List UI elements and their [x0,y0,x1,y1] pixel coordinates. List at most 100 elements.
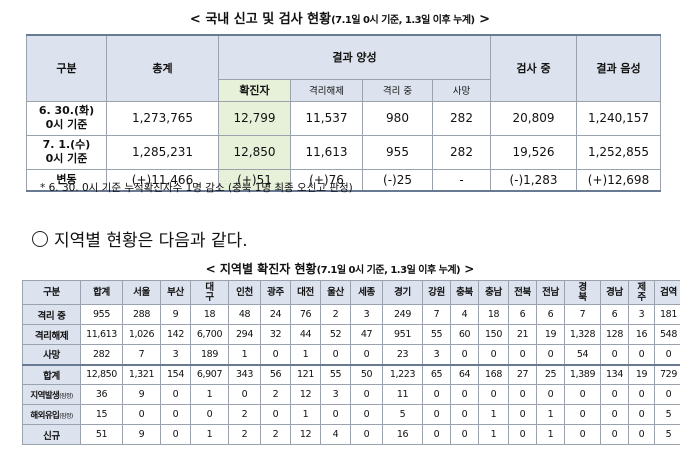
table-cell: 18 [478,304,509,325]
table-row: 해외유입(잠정) 15 0 0 0 2 0 1 0 0 5 0 0 1 0 1 0 0 0 5 [22,404,680,425]
header-cell: 검역 [654,280,680,305]
header-confirmed: 확진자 [218,78,291,102]
header-deaths: 사망 [432,78,491,102]
table-cell: 3 [160,344,191,365]
row-label: 지역발생(잠정) [22,384,81,405]
table-cell: 24 [260,304,291,325]
cell-testing: 20,809 [490,100,577,136]
table-cell: 56 [260,363,291,385]
table-cell: 282 [80,344,123,365]
row-label: 6. 30.(화) 0시 기준 [26,100,107,136]
table-cell: 0 [160,424,191,445]
cell-testing: 19,526 [490,134,577,170]
header-cell: 합계 [80,280,123,305]
table-cell: 1 [478,404,509,425]
table2-title-main: < 지역별 확진자 현황 [205,262,317,276]
table1-title-sub: (7.1일 0시 기준, 1.3일 이후 누계) [331,15,475,26]
table-cell: 0 [536,344,565,365]
table-cell: 0 [508,384,537,405]
table-cell: 6 [600,304,629,325]
table-cell: 0 [350,424,383,445]
table-cell: 0 [600,344,629,365]
table-cell: 951 [382,324,423,345]
table-cell: 50 [350,363,383,385]
footnote: * 6. 30. 0시 기준 누적확진자수 1명 감소 (충북 1명 최종 오신… [40,182,353,194]
cell-deaths: - [432,168,491,192]
table-cell: 1 [290,404,321,425]
table-cell: 729 [654,363,680,385]
table-cell: 47 [350,324,383,345]
table-cell: 19 [628,363,655,385]
table-cell: 0 [508,404,537,425]
table-cell: 0 [350,384,383,405]
header-positive: 결과 양성 [218,34,491,80]
table1-title: < 국내 신고 및 검사 현황(7.1일 0시 기준, 1.3일 이후 누계) … [189,12,491,27]
table-cell: 52 [320,324,351,345]
header-cell: 대전 [290,280,321,305]
table-cell: 2 [320,304,351,325]
cell-total: 1,273,765 [106,100,219,136]
table-cell: 32 [260,324,291,345]
header-released: 격리해제 [290,78,363,102]
table-cell: 11 [382,384,423,405]
table-cell: 0 [260,344,291,365]
table-cell: 0 [320,404,351,425]
table-cell: 0 [600,384,629,405]
table-cell: 0 [350,344,383,365]
table-cell: 55 [422,324,451,345]
table-cell: 0 [536,384,565,405]
table-cell: 0 [422,424,451,445]
header-negative: 결과 음성 [576,34,661,102]
header-cell: 부산 [160,280,191,305]
table-cell: 0 [228,384,261,405]
cell-total: 1,285,231 [106,134,219,170]
table-cell: 128 [600,324,629,345]
table-cell: 0 [564,404,601,425]
header-cell: 경기 [382,280,423,305]
table-cell: 6 [536,304,565,325]
table-cell: 55 [320,363,351,385]
table-cell: 1 [478,424,509,445]
table-cell: 76 [290,304,321,325]
table-cell: 0 [350,404,383,425]
table-cell: 4 [450,304,479,325]
table-cell: 2 [228,404,261,425]
table-cell: 3 [422,344,451,365]
table-cell: 3 [320,384,351,405]
table-cell: 7 [422,304,451,325]
table-cell: 0 [160,404,191,425]
table-cell: 249 [382,304,423,325]
table-cell: 3 [350,304,383,325]
table-cell: 1 [190,384,229,405]
row-label: 7. 1.(수) 0시 기준 [26,134,107,170]
table-cell: 0 [508,344,537,365]
table-cell: 5 [654,424,680,445]
table-row: 사망 282 7 3 189 1 0 1 0 0 23 3 0 0 0 0 54 0 0 0 [22,344,680,365]
header-cell: 경북 [564,280,601,305]
national-status-table: 구분 총계 결과 양성 검사 중 결과 음성 확진자 격리해제 격리 중 사망 … [26,34,661,192]
table-cell: 21 [508,324,537,345]
table-cell: 189 [190,344,229,365]
table-cell: 0 [654,384,680,405]
table-cell: 0 [508,424,537,445]
table-cell: 343 [228,363,261,385]
header-cell: 서울 [122,280,161,305]
table-cell: 181 [654,304,680,325]
header-cell: 구분 [22,280,81,305]
table2-title: < 지역별 확진자 현황(7.1일 0시 기준, 1.3일 이후 누계) > [205,262,475,276]
table-cell: 1,328 [564,324,601,345]
table-cell: 5 [382,404,423,425]
table-cell: 168 [478,363,509,385]
table-cell: 0 [450,424,479,445]
table-row: 지역발생(잠정) 36 9 0 1 0 2 12 3 0 11 0 0 0 0 0 0 0 0 0 [22,384,680,405]
table-cell: 25 [536,363,565,385]
cell-isolating: (-)25 [362,168,433,192]
table-cell: 12 [290,384,321,405]
table-cell: 4 [320,424,351,445]
section-heading: 지역별 현황은 다음과 같다. [32,226,248,251]
table-cell: 0 [450,404,479,425]
table-cell: 16 [382,424,423,445]
table-cell: 16 [628,324,655,345]
table-cell: 294 [228,324,261,345]
table-row: 합계 12,850 1,321 154 6,907 343 56 121 55 50 1,223 65… [22,363,680,385]
